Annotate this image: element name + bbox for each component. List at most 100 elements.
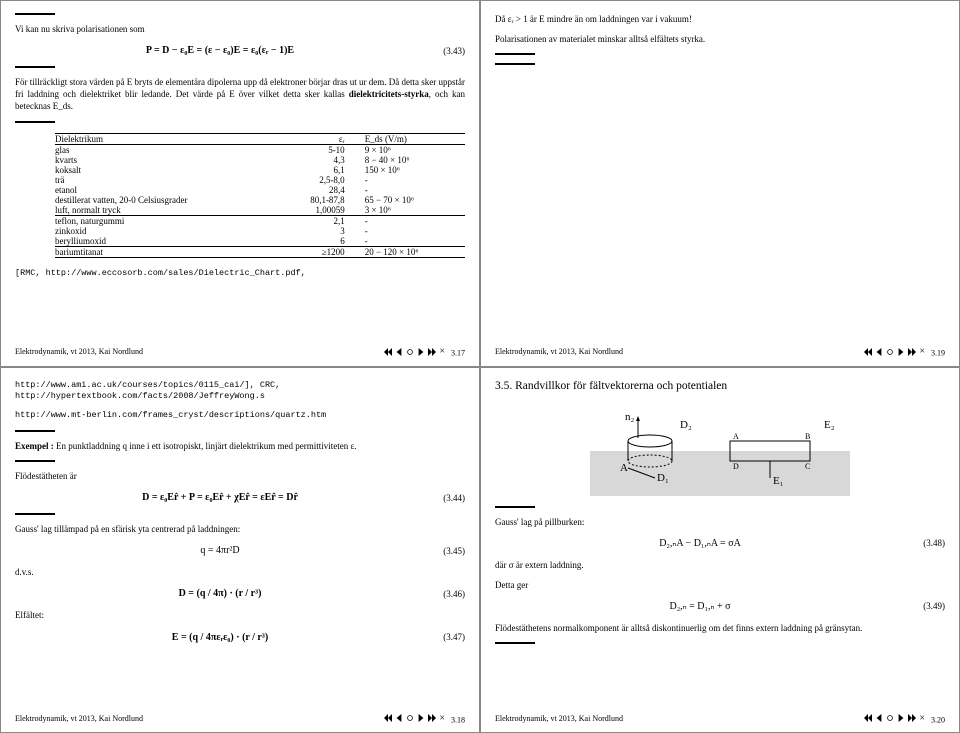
- label-C: C: [805, 462, 810, 471]
- page-footer: Elektrodynamik, vt 2013, Kai Nordlund × …: [495, 346, 945, 358]
- cell: 6: [279, 236, 365, 247]
- reference-text: [RMC, http://www.eccosorb.com/sales/Diel…: [15, 268, 465, 279]
- footer-right: × 3.20: [864, 713, 945, 725]
- text: För tillräckligt stora värden på E bryts…: [15, 76, 465, 112]
- label-B: B: [805, 432, 810, 441]
- dielectric-table: Dielektrikum εᵣ E_ds (V/m) glas5-109 × 1…: [55, 133, 465, 258]
- cell: 2,1: [279, 215, 365, 226]
- text: Elfältet:: [15, 609, 465, 621]
- text: d.v.s.: [15, 566, 465, 578]
- cell: teflon, naturgummi: [55, 215, 279, 226]
- label-A2: A: [620, 462, 628, 474]
- cell: destillerat vatten, 20-0 Celsiusgrader: [55, 195, 279, 205]
- text: Gauss' lag på pillburken:: [495, 516, 945, 528]
- text: Då εᵣ > 1 är E mindre än om laddningen v…: [495, 13, 945, 25]
- equation-3-47: E = (q / 4πεᵣε₀) · (r / r³) (3.47): [15, 632, 465, 643]
- rule: [15, 430, 55, 432]
- nav-icons[interactable]: ×: [864, 713, 925, 724]
- cell: 8 − 40 × 10⁶: [365, 155, 465, 165]
- footer-credit: Elektrodynamik, vt 2013, Kai Nordlund: [495, 347, 623, 356]
- cell: ≥1200: [279, 246, 365, 257]
- footer-credit: Elektrodynamik, vt 2013, Kai Nordlund: [15, 714, 143, 723]
- cell: 5-10: [279, 144, 365, 155]
- cell: 3: [279, 226, 365, 236]
- cell: 65 − 70 × 10⁶: [365, 195, 465, 205]
- eq-content: D = ε₀Er̂ + P = ε₀Er̂ + χEr̂ = εEr̂ = Dr…: [142, 492, 298, 503]
- cell: kvarts: [55, 155, 279, 165]
- eq-content: D = (q / 4π) · (r / r³): [179, 588, 262, 599]
- url-text: http://www.ami.ac.uk/courses/topics/0115…: [15, 380, 465, 403]
- footer-right: × 3.17: [384, 346, 465, 358]
- nav-icons[interactable]: ×: [384, 346, 445, 357]
- equation-3-43: P = D − ε₀E = (ε − ε₀)E = ε₀(εᵣ − 1)E (3…: [15, 45, 465, 56]
- cell: -: [365, 185, 465, 195]
- cell: glas: [55, 144, 279, 155]
- cell: trä: [55, 175, 279, 185]
- rule: [495, 642, 535, 644]
- cell: berylliumoxid: [55, 236, 279, 247]
- nav-icons[interactable]: ×: [384, 713, 445, 724]
- col-header: Dielektrikum: [55, 133, 279, 144]
- slide-grid: Vi kan nu skriva polarisationen som P = …: [0, 0, 960, 733]
- url-text: http://www.mt-berlin.com/frames_cryst/de…: [15, 410, 465, 421]
- rule: [15, 460, 55, 462]
- cell: koksalt: [55, 165, 279, 175]
- rule: [495, 63, 535, 65]
- text: Gauss' lag tillämpad på en sfärisk yta c…: [15, 523, 465, 535]
- eq-content: E = (q / 4πεᵣε₀) · (r / r³): [172, 632, 268, 643]
- page-footer: Elektrodynamik, vt 2013, Kai Nordlund × …: [15, 713, 465, 725]
- text: Vi kan nu skriva polarisationen som: [15, 23, 465, 35]
- text-bold: dielektricitets-styrka: [349, 89, 429, 99]
- cell: 2,5-8,0: [279, 175, 365, 185]
- page-footer: Elektrodynamik, vt 2013, Kai Nordlund × …: [15, 346, 465, 358]
- equation-3-46: D = (q / 4π) · (r / r³) (3.46): [15, 588, 465, 599]
- cell: -: [365, 215, 465, 226]
- cell: bariumtitanat: [55, 246, 279, 257]
- eq-content: D₂,ₙA − D₁,ₙA = σA: [659, 538, 741, 549]
- label-D2: D₂: [680, 419, 692, 431]
- label-D1: D₁: [657, 472, 669, 484]
- eq-content: D₂,ₙ = D₁,ₙ + σ: [669, 601, 730, 612]
- cell: 4,3: [279, 155, 365, 165]
- label-A: A: [733, 432, 739, 441]
- eq-number: (3.45): [425, 546, 465, 556]
- page-3-17: Vi kan nu skriva polarisationen som P = …: [0, 0, 480, 367]
- example-label: Exempel :: [15, 441, 56, 451]
- label-E2: E₂: [824, 419, 835, 431]
- label-E1: E₁: [773, 475, 784, 487]
- nav-icons[interactable]: ×: [864, 346, 925, 357]
- text: Flödestäthetens normalkomponent är allts…: [495, 622, 945, 634]
- example-text: Exempel : En punktladdning q inne i ett …: [15, 440, 465, 452]
- eq-number: (3.47): [425, 632, 465, 642]
- page-number: 3.19: [931, 349, 945, 358]
- equation-3-49: D₂,ₙ = D₁,ₙ + σ (3.49): [495, 601, 945, 612]
- label-D: D: [733, 462, 739, 471]
- eq-number: (3.49): [905, 601, 945, 611]
- cell: 6,1: [279, 165, 365, 175]
- cell: 20 − 120 × 10⁶: [365, 246, 465, 257]
- cell: 3 × 10⁶: [365, 205, 465, 216]
- text: Detta ger: [495, 579, 945, 591]
- eq-content: q = 4πr²D: [200, 545, 239, 556]
- footer-credit: Elektrodynamik, vt 2013, Kai Nordlund: [15, 347, 143, 356]
- example-body: En punktladdning q inne i ett isotropisk…: [56, 441, 356, 451]
- page-number: 3.18: [451, 715, 465, 724]
- page-number: 3.20: [931, 715, 945, 724]
- page-3-20: 3.5. Randvillkor för fältvektorerna och …: [480, 367, 960, 733]
- footer-credit: Elektrodynamik, vt 2013, Kai Nordlund: [495, 714, 623, 723]
- label-n2: n₂: [625, 411, 635, 423]
- eq-number: (3.44): [425, 493, 465, 503]
- cell: 80,1-87,8: [279, 195, 365, 205]
- page-3-19: Då εᵣ > 1 är E mindre än om laddningen v…: [480, 0, 960, 367]
- page-number: 3.17: [451, 349, 465, 358]
- cell: 1,00059: [279, 205, 365, 216]
- page-footer: Elektrodynamik, vt 2013, Kai Nordlund × …: [495, 713, 945, 725]
- rule: [15, 513, 55, 515]
- rule: [15, 121, 55, 123]
- col-header: εᵣ: [279, 133, 365, 144]
- rule: [15, 13, 55, 15]
- cell: luft, normalt tryck: [55, 205, 279, 216]
- section-title: 3.5. Randvillkor för fältvektorerna och …: [495, 380, 945, 392]
- cell: 28,4: [279, 185, 365, 195]
- rule: [495, 506, 535, 508]
